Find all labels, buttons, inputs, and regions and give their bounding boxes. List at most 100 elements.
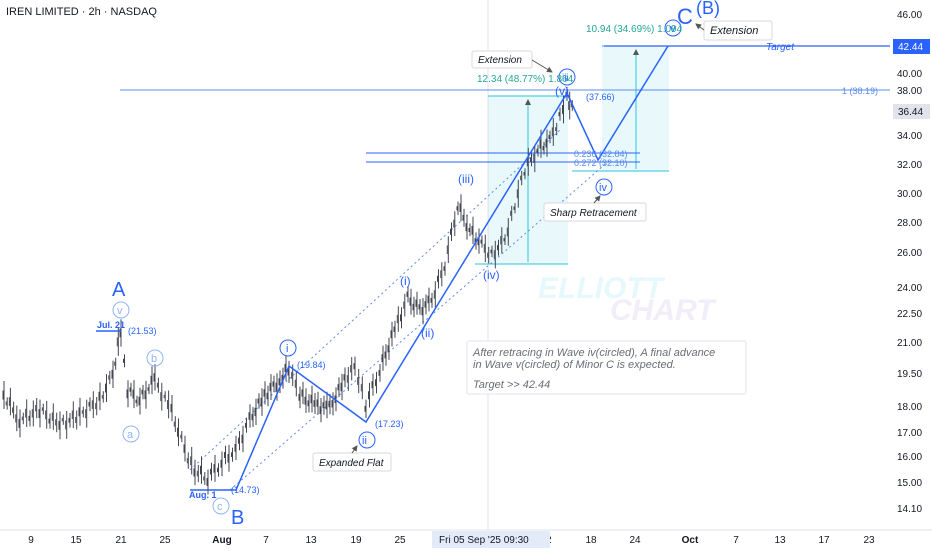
wave-i-circle [279,339,297,357]
note-box[interactable]: After retracing in Wave iv(circled), A f… [466,340,747,395]
wave-b-circle [146,349,164,367]
time-tick: 24 [629,535,641,546]
time-tick: 7 [733,535,739,546]
watermark-elliott: ELLIOTT [538,272,666,305]
price-tick: 46.00 [897,10,922,21]
callout-extension-lower[interactable]: Extension [471,50,553,73]
wave-v-value: (37.66) [586,92,615,102]
time-tick: 25 [159,535,171,546]
jul21-label: Jul. 21 [97,320,125,330]
wave-i-label: i [286,343,288,355]
callout-extension-upper[interactable]: Extension [695,20,773,41]
wave-iii-circle [558,68,576,86]
callout-sharp-retracement-text: Sharp Retracement [550,208,638,219]
time-tick: 13 [774,535,786,546]
price-tick: 22.50 [897,309,922,320]
note-line-1: After retracing in Wave iv(circled), A f… [472,347,715,359]
price-tick: 17.00 [897,428,922,439]
wave-paren-iv: (iv) [483,268,500,282]
wave-a-circle [122,425,140,443]
candles [2,87,573,495]
price-tick: 18.00 [897,402,922,413]
time-tick: Aug [212,535,231,546]
price-tick: 15.00 [897,478,922,489]
price-tick: 28.00 [897,218,922,229]
wave-ii-label: ii [362,435,367,447]
channel-upper [189,129,561,471]
wave-B-sub-circle [212,497,230,515]
wave-i-value: (19.84) [297,360,326,370]
wave-B-label: B [231,507,244,529]
time-tick: 17 [818,535,830,546]
price-tick: 14.10 [897,504,922,515]
measure-lower-label: 12.34 (48.77%) 1.864 [477,74,574,85]
note-line-2: in Wave v(circled) of Minor C is expecte… [473,359,676,371]
chart-title: IREN LIMITED · 2h · NASDAQ [6,6,157,18]
price-tick: 26.00 [897,248,922,259]
watermark-chart: CHART [610,294,717,327]
target-price-text: 42.44 [898,42,923,53]
wave-A-sub-label: v [117,305,123,317]
wave-iv-circle [595,178,613,196]
wave-a-label: a [127,429,134,441]
callout-expanded-flat-text: Expanded Flat [319,458,385,469]
price-tick: 24.00 [897,283,922,294]
fib-272-label: 0.272 (32.10) [574,158,628,168]
price-tick: 32.00 [897,160,922,171]
cursor-time-tag: Fri 05 Sep '25 09:30 [432,531,550,548]
current-price-tag: 36.44 [893,104,930,119]
wave-paren-ii: (ii) [421,326,434,340]
wave-iii-label: iii [562,73,569,84]
time-tick: 19 [350,535,362,546]
current-price-text: 36.44 [898,107,923,118]
wave-paren-i: (i) [400,274,411,288]
wave-b-label: b [151,353,157,365]
price-tick: 19.50 [897,369,922,380]
callout-extension-upper-text: Extension [710,25,758,37]
note-target: Target >> 42.44 [473,379,550,391]
fib-236-label: 0.236 (32.84) [574,149,628,159]
callout-extension-lower-text: Extension [478,55,522,66]
time-tick: 9 [28,535,34,546]
jul21-value: (21.53) [128,326,157,336]
wave-A-label: A [112,279,126,301]
callout-expanded-flat[interactable]: Expanded Flat [312,445,392,472]
wave-path [190,45,669,491]
target-price-tag: 42.44 [893,39,930,54]
time-tick: 23 [863,535,875,546]
wave-v-label: v [670,23,676,35]
price-tick: 34.00 [897,131,922,142]
wave-paren-iii: (iii) [458,172,474,186]
price-tick: 16.00 [897,452,922,463]
aug1-label: Aug. 1 [189,490,217,500]
aug1-value: (14.73) [231,485,260,495]
time-tick: 21 [115,535,127,546]
time-tick: 7 [263,535,269,546]
time-tick: 25 [394,535,406,546]
target-label: Target [766,42,795,53]
cursor-time-text: Fri 05 Sep '25 09:30 [439,535,529,546]
fib-1-label: 1 (38.19) [842,86,878,96]
wave-ii-circle [358,431,376,449]
wave-iv-label: iv [599,182,607,194]
time-tick: 18 [585,535,597,546]
measure-upper-label: 10.94 (34.69%) 1.094 [586,24,683,35]
wave-B-big-label: (B) [696,0,720,18]
price-tick: 38.00 [897,86,922,97]
time-tick: 15 [70,535,82,546]
wave-ii-value: (17.23) [375,419,404,429]
time-tick: 13 [305,535,317,546]
wave-A-sub-circle [112,301,130,319]
price-tick: 30.00 [897,189,922,200]
channel-lower [229,159,611,491]
wave-C-label: C [677,4,693,29]
price-axis[interactable]: 46.0042.0040.0038.0036.0034.0032.0030.00… [897,10,922,515]
wave-paren-v: (v) [555,84,569,98]
callout-sharp-retracement[interactable]: Sharp Retracement [543,195,647,222]
wave-B-sub-label: c [217,501,223,513]
price-tick: 21.00 [897,338,922,349]
price-tick: 40.00 [897,69,922,80]
wave-v-circle [664,19,682,37]
